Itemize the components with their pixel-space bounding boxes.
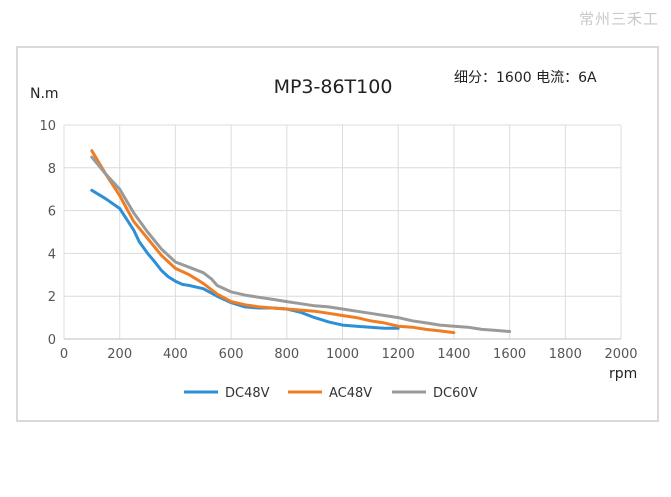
chart-title: MP3-86T100 <box>274 76 393 98</box>
y-tick-label: 8 <box>48 162 56 177</box>
y-tick-label: 0 <box>48 333 56 348</box>
y-axis-label: N.m <box>30 86 59 102</box>
x-tick-label: 1400 <box>437 347 470 362</box>
chart-frame <box>16 46 659 422</box>
legend-label-ac48v: AC48V <box>329 386 372 401</box>
x-axis-label: rpm <box>609 366 637 382</box>
legend-label-dc48v: DC48V <box>225 386 270 401</box>
legend: DC48V AC48V DC60V <box>184 386 478 401</box>
y-tick-label: 4 <box>48 247 56 262</box>
series-lines <box>90 149 512 335</box>
series-line-ac48v <box>90 149 456 335</box>
chart-subtitle: 细分：1600 电流：6A <box>454 70 597 86</box>
x-tick-label: 400 <box>163 347 188 362</box>
y-tick-label: 6 <box>48 205 56 220</box>
x-tick-labels: 0 200 400 600 800 1000 1200 1400 1600 1800 2000 <box>60 347 638 362</box>
x-tick-label: 1800 <box>549 347 582 362</box>
y-tick-label: 10 <box>39 119 56 134</box>
x-tick-label: 200 <box>107 347 132 362</box>
y-tick-label: 2 <box>48 290 56 305</box>
y-tick-labels: 0 2 4 6 8 10 <box>39 119 56 348</box>
x-tick-label: 800 <box>274 347 299 362</box>
legend-label-dc60v: DC60V <box>433 386 478 401</box>
x-tick-label: 2000 <box>604 347 637 362</box>
grid-lines <box>63 124 622 340</box>
x-tick-label: 1000 <box>326 347 359 362</box>
x-tick-label: 600 <box>219 347 244 362</box>
x-tick-label: 1200 <box>382 347 415 362</box>
series-line-dc48v <box>90 188 400 330</box>
series-line-dc60v <box>90 155 512 333</box>
x-tick-label: 1600 <box>493 347 526 362</box>
watermark-text: 常州三禾工 <box>578 10 659 28</box>
x-tick-label: 0 <box>60 347 68 362</box>
